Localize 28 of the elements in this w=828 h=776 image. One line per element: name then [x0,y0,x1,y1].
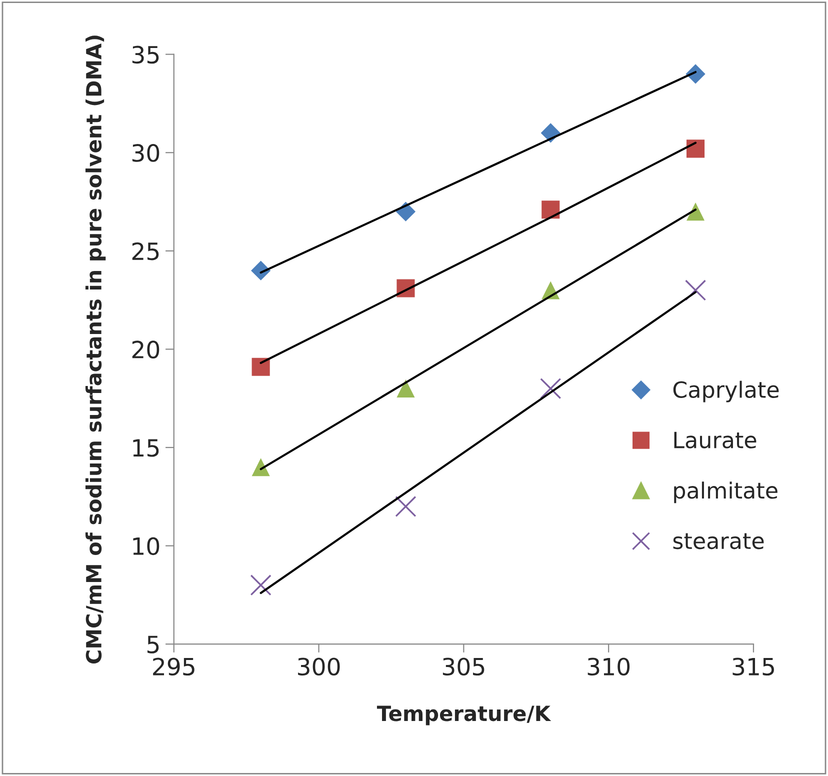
point [252,358,270,376]
point [542,200,560,219]
point [396,379,415,398]
legend-label: palmitate [674,482,778,504]
y-tick-label: 5 [147,636,159,654]
y-tick-label: 20 [132,340,160,359]
y-axis-title: CMC/mM of sodium surfactants in pure solvent (DMA) [85,36,106,664]
point [686,140,705,158]
y-tick-label: 10 [133,537,160,556]
y-tick-label: 30 [132,144,160,162]
x-tick-label: 315 [732,658,774,676]
point [250,574,272,596]
y-tick-label: 25 [132,242,159,260]
x-tick-label: 305 [442,658,484,676]
legend-label: Laurate [674,432,756,448]
point [252,458,270,476]
point [540,378,562,400]
y-tick-label: 35 [132,46,159,64]
x-tick-label: 300 [298,658,340,676]
point [395,496,416,518]
x-axis-title: Temperature/K [376,706,552,726]
legend-label: Caprylate [673,380,779,402]
legend-label: stearate [673,533,764,550]
y-tick-label: 15 [133,439,159,457]
x-tick-label: 310 [588,658,630,676]
x-tick-label: 295 [153,658,194,676]
point [684,280,706,301]
point [686,202,705,221]
